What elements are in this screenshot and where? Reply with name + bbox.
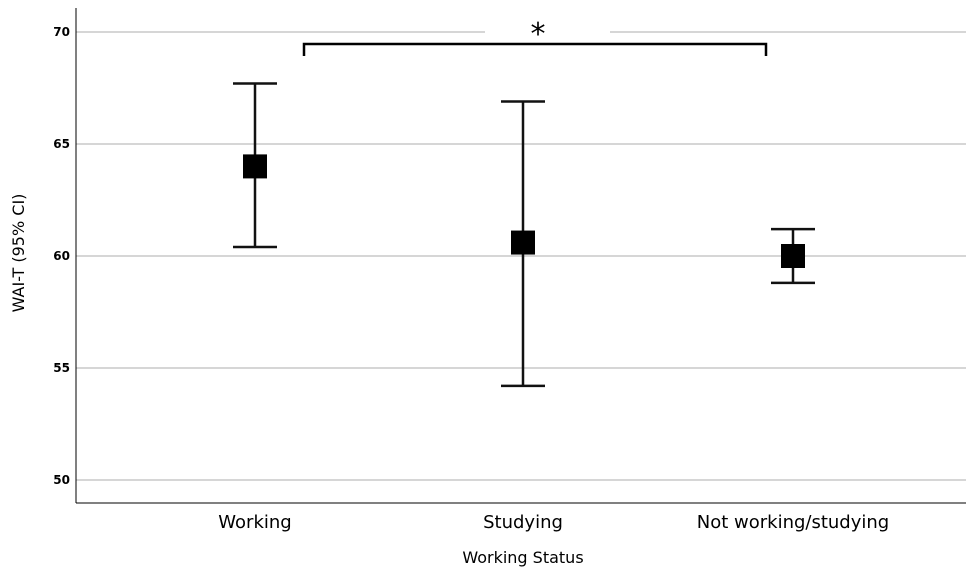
- significance-bracket-line: [302, 42, 768, 56]
- x-category-labels: Working Studying Not working/studying: [218, 512, 889, 533]
- axes: [75, 8, 966, 504]
- y-tick-label: 65: [53, 137, 70, 151]
- significance-bracket: *: [302, 17, 768, 56]
- y-tick-labels: 50 55 60 65 70: [53, 25, 70, 487]
- x-category-label: Not working/studying: [697, 512, 889, 533]
- y-axis-title: WAI-T (95% CI): [9, 194, 28, 313]
- x-category-label: Working: [218, 512, 291, 533]
- significance-label-bg: [485, 20, 610, 46]
- mean-marker: [243, 154, 267, 179]
- y-tick-label: 70: [53, 25, 70, 39]
- y-tick-label: 60: [53, 249, 70, 263]
- y-tick-label: 50: [53, 473, 70, 487]
- error-bars: [233, 82, 815, 388]
- error-bar-1: [501, 100, 545, 388]
- x-category-label: Studying: [483, 512, 563, 533]
- mean-marker: [781, 244, 805, 268]
- error-bar-2: [771, 227, 815, 285]
- error-bar-0: [233, 82, 277, 249]
- gridlines: [76, 31, 966, 481]
- mean-marker: [511, 230, 535, 255]
- x-axis-title: Working Status: [462, 548, 583, 567]
- y-tick-label: 55: [53, 361, 70, 375]
- significance-star: *: [531, 17, 546, 52]
